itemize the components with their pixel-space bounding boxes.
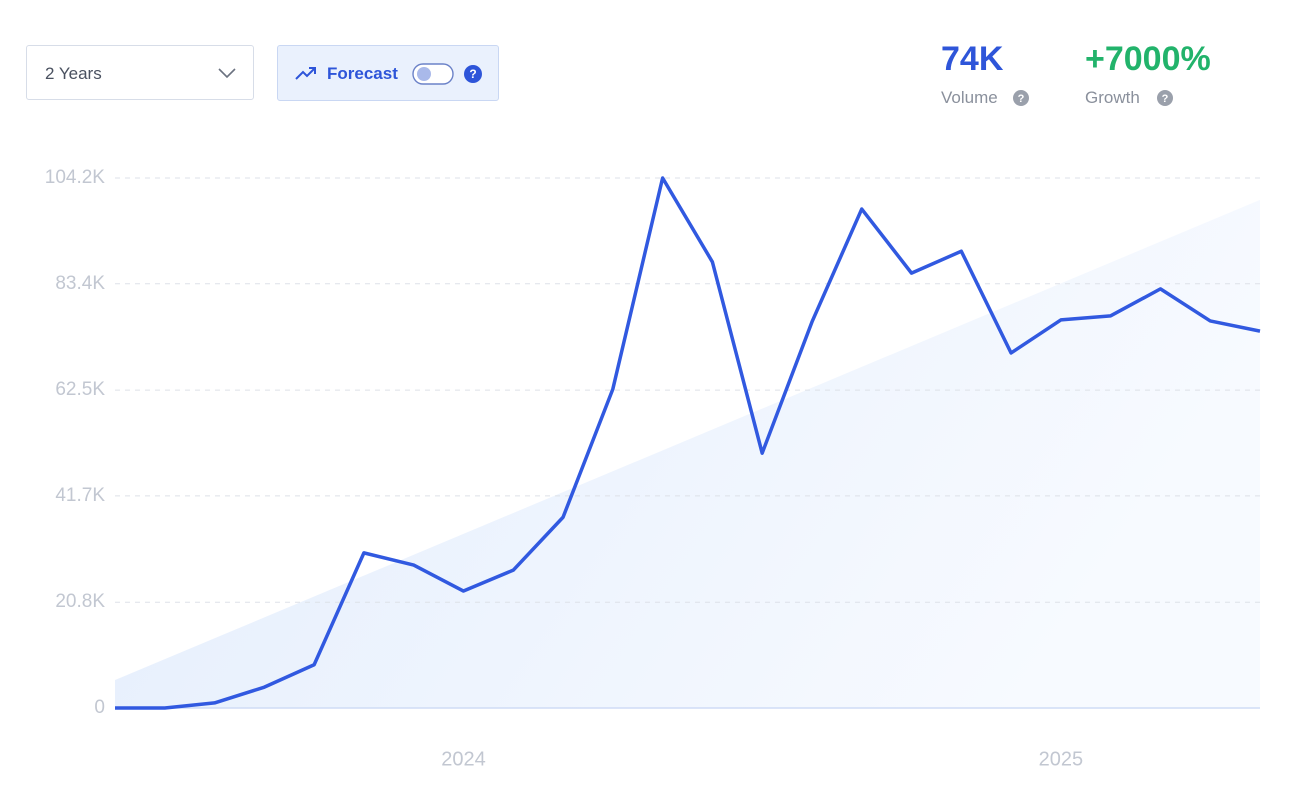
y-tick-label: 20.8K	[55, 591, 105, 612]
volume-value: 74K	[941, 40, 1004, 78]
period-dropdown[interactable]: 2 Years	[26, 45, 254, 100]
x-tick-label: 2024	[441, 748, 486, 770]
toggle[interactable]: ?	[412, 62, 486, 86]
y-tick-label: 83.4K	[55, 273, 105, 294]
help-icon[interactable]: ?	[1012, 89, 1030, 107]
y-tick-label: 41.7K	[55, 485, 105, 506]
growth-value: +7000%	[1085, 40, 1211, 78]
chevron-icon	[218, 68, 236, 79]
line-series	[115, 176, 1261, 710]
volume-label: Volume	[941, 88, 998, 107]
forecast-button[interactable]: Forecast ?	[277, 45, 499, 101]
y-tick-label: 104.2K	[45, 167, 106, 188]
growth-label: Growth	[1085, 88, 1140, 107]
forecast-label: Forecast	[327, 64, 398, 83]
trend-area	[115, 199, 1260, 708]
y-tick-label: 0	[94, 697, 105, 718]
svg-text:?: ?	[1018, 93, 1025, 105]
period-label: 2 Years	[45, 64, 102, 83]
help-icon[interactable]: ?	[1156, 89, 1174, 107]
svg-text:?: ?	[1162, 93, 1169, 105]
y-tick-label: 62.5K	[55, 379, 105, 400]
x-tick-label: 2025	[1039, 748, 1084, 770]
trend-icon	[295, 67, 316, 80]
svg-text:?: ?	[469, 67, 476, 81]
